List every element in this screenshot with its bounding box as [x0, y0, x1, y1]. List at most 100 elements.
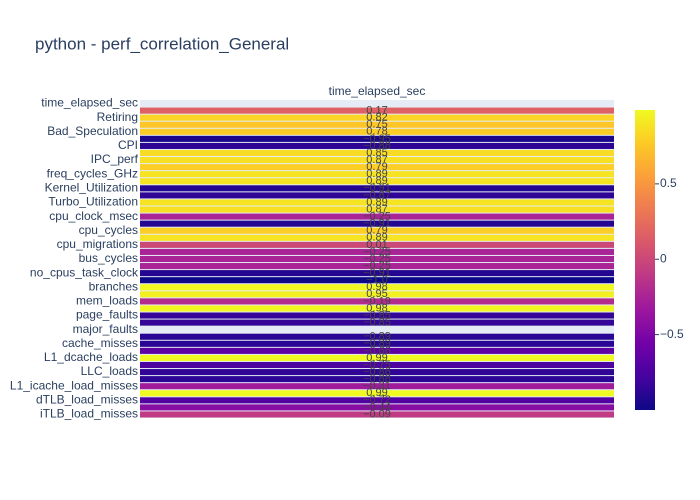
x-tick-label: time_elapsed_sec: [329, 84, 426, 98]
y-tick-label: Bad_Speculation: [47, 124, 138, 138]
heatmap-cell: [140, 248, 614, 255]
cell-label: −0.89: [363, 331, 391, 343]
heatmap-cell: [140, 107, 614, 114]
cell-label: 0.98: [366, 302, 387, 314]
cell-label: 0.78: [366, 126, 387, 138]
heatmap-cell: [140, 340, 614, 347]
cell-label: 0.89: [366, 168, 387, 180]
heatmap-cell: [140, 206, 614, 213]
y-tick-label: Turbo_Utilization: [48, 195, 138, 209]
y-tick-label: L1_dcache_loads: [44, 350, 138, 364]
cell-label: 0.85: [366, 147, 387, 159]
cell-label: −0.85: [363, 309, 391, 321]
heatmap-cell: [140, 312, 614, 319]
heatmap-cell: [140, 255, 614, 263]
cell-label: 0.87: [366, 154, 387, 166]
heatmap-cell: [140, 234, 614, 241]
cell-label: 0.75: [366, 119, 387, 131]
heatmap-cell: [140, 277, 614, 284]
heatmap-cell: [140, 157, 614, 164]
heatmap-cell: [140, 305, 614, 312]
cell-label: 0.99: [366, 387, 387, 399]
cell-label: 0.87: [366, 203, 387, 215]
y-tick-label: page_faults: [76, 308, 138, 322]
colorbar-tick-label: 0: [660, 251, 667, 265]
cell-label: 0.95: [366, 288, 387, 300]
heatmap-cell: [140, 319, 614, 326]
cell-label: 0.79: [366, 161, 387, 173]
heatmap-cell: [140, 376, 614, 383]
heatmap-cell: [140, 383, 614, 390]
heatmap-cell: [140, 263, 614, 270]
y-tick-label: bus_cycles: [79, 251, 138, 265]
cell-label: −0.89: [363, 338, 391, 350]
y-tick-label: mem_loads: [76, 294, 138, 308]
heatmap-cell: [140, 135, 614, 142]
y-tick-label: IPC_perf: [91, 152, 139, 166]
heatmap-cell: [140, 149, 614, 157]
heatmap-cell: [140, 404, 614, 411]
cell-label: 0.82: [366, 112, 387, 124]
heatmap-cell: [140, 241, 614, 248]
chart-title: python - perf_correlation_General: [35, 34, 289, 53]
cell-label: −0.66: [363, 345, 391, 357]
cell-label: −0.19: [363, 295, 391, 307]
cell-label: −0.95: [363, 133, 391, 145]
heatmap-cell: [140, 284, 614, 291]
heatmap-cell: [140, 291, 614, 298]
heatmap-cell: [140, 369, 614, 376]
cell-label: 0.89: [366, 196, 387, 208]
heatmap-cell: [140, 128, 614, 135]
cell-label: −0.44: [363, 401, 391, 413]
y-tick-label: dTLB_load_misses: [36, 393, 138, 407]
heatmap-cell: [140, 220, 614, 227]
heatmap-cell: [140, 298, 614, 305]
heatmap-cell: [140, 114, 614, 121]
cell-label: −0.88: [363, 373, 391, 385]
y-tick-label: cache_misses: [62, 336, 138, 350]
cell-label: −0.25: [363, 260, 391, 272]
cell-label: −0.91: [363, 218, 391, 230]
y-tick-label: freq_cycles_GHz: [47, 166, 138, 180]
cell-label: 0.17: [366, 105, 387, 117]
colorbar-tick-label: 0.5: [660, 176, 677, 190]
heatmap-cell: [140, 171, 614, 178]
cell-label: −0.85: [363, 317, 391, 329]
y-tick-label: Retiring: [97, 110, 138, 124]
cell-label: 0.01: [366, 239, 387, 251]
heatmap-cell: [140, 185, 614, 192]
cell-label: 0.89: [366, 232, 387, 244]
heatmap-cell: [140, 397, 614, 404]
cell-label: 0.89: [366, 175, 387, 187]
heatmap-cell: [140, 227, 614, 234]
heatmap-cell: [140, 164, 614, 171]
cell-label: −1.0: [366, 274, 388, 286]
cell-label: −0.87: [363, 189, 391, 201]
heatmap-cell: [140, 199, 614, 206]
heatmap-cell: [140, 213, 614, 220]
cell-label: −0.91: [363, 182, 391, 194]
cell-label: −0.25: [363, 253, 391, 265]
heatmap-cell: [140, 411, 614, 418]
y-tick-label: major_faults: [73, 322, 138, 336]
colorbar: [635, 110, 655, 410]
cell-label: 0.79: [366, 225, 387, 237]
heatmap-cell: [140, 347, 614, 354]
cell-label: −0.09: [363, 408, 391, 420]
y-tick-label: CPI: [118, 138, 138, 152]
y-tick-label: cpu_clock_msec: [49, 209, 138, 223]
heatmap-cell: [140, 178, 614, 185]
heatmap-cell: [140, 390, 614, 397]
cell-label: 0.98: [366, 281, 387, 293]
heatmap-cell: [140, 354, 614, 361]
y-tick-label: cpu_migrations: [57, 237, 138, 251]
heatmap-cell: [140, 142, 614, 149]
y-tick-label: branches: [89, 279, 138, 293]
cell-label: −0.91: [363, 267, 391, 279]
heatmap-cell: [140, 270, 614, 277]
cell-label: −0.25: [363, 211, 391, 223]
cell-label: −0.86: [363, 366, 391, 378]
y-tick-label: time_elapsed_sec: [41, 96, 138, 110]
y-tick-label: iTLB_load_misses: [40, 407, 138, 421]
heatmap-cell: [140, 361, 614, 369]
